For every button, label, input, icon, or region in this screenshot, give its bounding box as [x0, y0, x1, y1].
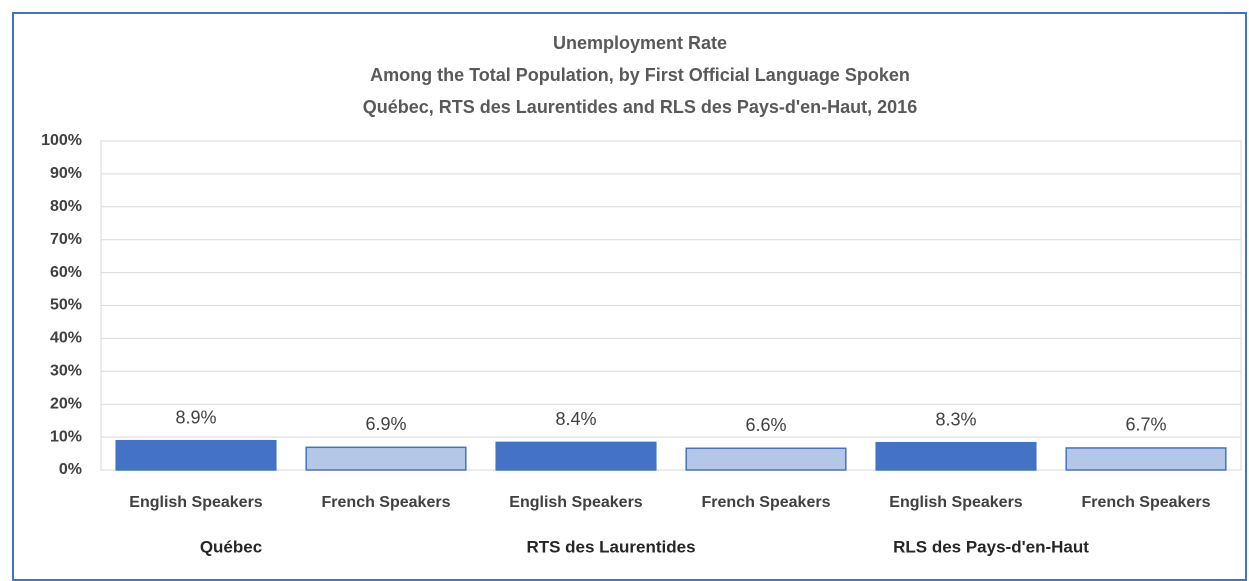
group-label: RLS des Pays-d'en-Haut — [893, 537, 1089, 556]
value-label: 8.9% — [175, 407, 216, 427]
bar — [1065, 447, 1227, 471]
bar — [875, 441, 1037, 471]
bar — [495, 441, 657, 471]
value-label: 6.7% — [1125, 415, 1166, 435]
y-tick-label: 30% — [50, 363, 82, 380]
y-tick-label: 80% — [50, 198, 82, 215]
bar — [685, 447, 847, 471]
y-tick-label: 0% — [59, 461, 82, 478]
chart-subtitle: Among the Total Population, by First Off… — [370, 65, 910, 85]
group-label: Québec — [200, 537, 262, 556]
x-tick-label: French Speakers — [702, 494, 831, 511]
value-label: 6.6% — [745, 415, 786, 435]
y-tick-label: 100% — [41, 132, 82, 149]
value-label: 8.3% — [935, 409, 976, 429]
bar — [115, 439, 277, 471]
y-tick-label: 20% — [50, 395, 82, 412]
y-tick-label: 90% — [50, 165, 82, 182]
bar — [305, 446, 467, 471]
x-tick-label: English Speakers — [509, 494, 642, 511]
y-tick-label: 70% — [50, 231, 82, 248]
y-tick-label: 10% — [50, 428, 82, 445]
x-tick-label: French Speakers — [322, 494, 451, 511]
x-tick-label: French Speakers — [1082, 494, 1211, 511]
x-tick-label: English Speakers — [129, 494, 262, 511]
y-tick-label: 60% — [50, 264, 82, 281]
y-tick-label: 50% — [50, 297, 82, 314]
frame — [12, 12, 1247, 581]
value-label: 8.4% — [555, 409, 596, 429]
x-tick-label: English Speakers — [889, 494, 1022, 511]
chart-subtitle: Québec, RTS des Laurentides and RLS des … — [363, 97, 917, 117]
chart-title: Unemployment Rate — [553, 33, 727, 53]
group-label: RTS des Laurentides — [526, 537, 695, 556]
y-tick-label: 40% — [50, 330, 82, 347]
value-label: 6.9% — [365, 414, 406, 434]
